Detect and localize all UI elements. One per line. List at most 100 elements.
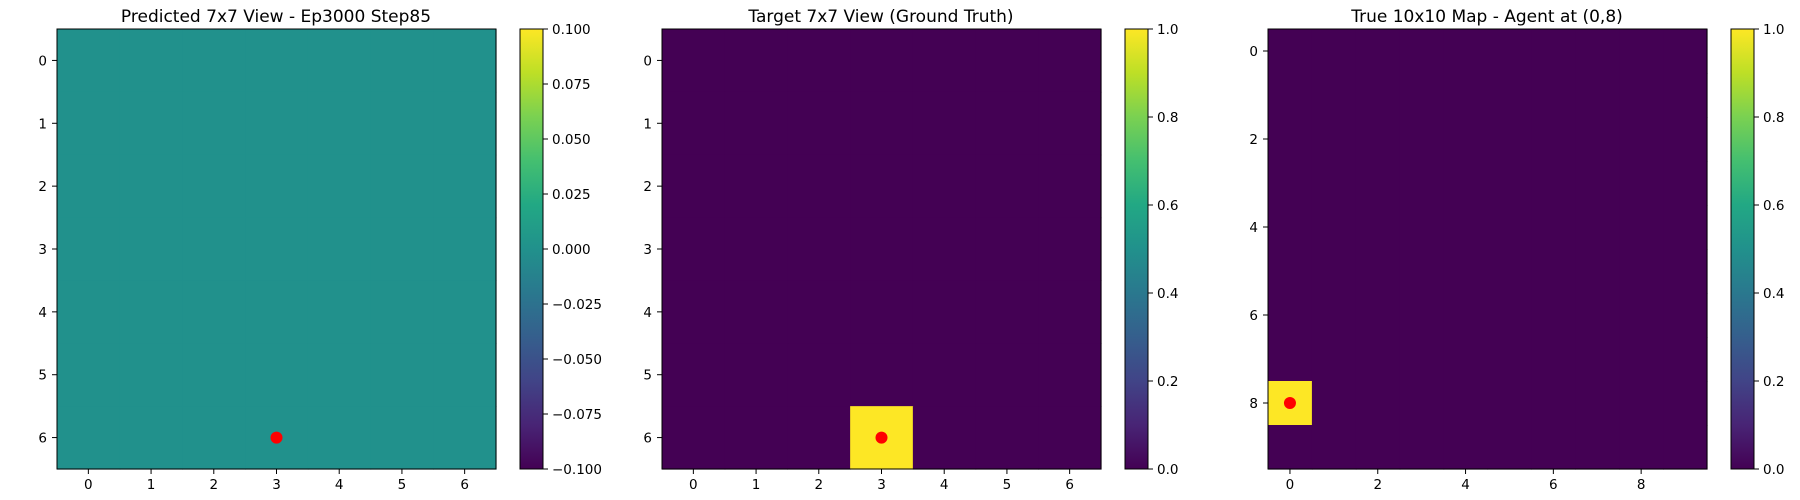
heatmap-cell [1311, 205, 1357, 250]
y-tick-label: 2 [643, 179, 652, 195]
heatmap-cell [724, 217, 789, 282]
heatmap-cell [724, 29, 789, 93]
heatmap-cell [1038, 343, 1102, 407]
heatmap-cell [1531, 161, 1576, 206]
heatmap-cell [1355, 161, 1401, 206]
heatmap-cell [119, 91, 184, 156]
heatmap-cell [1268, 249, 1313, 294]
heatmap-cell [433, 29, 497, 93]
y-tick-label: 3 [38, 242, 47, 258]
heatmap-cell [433, 280, 497, 344]
x-tick-label: 2 [209, 477, 218, 493]
heatmap-cell [1487, 205, 1532, 250]
heatmap-cell [912, 154, 977, 219]
heatmap-cell [1355, 293, 1401, 338]
heatmap-cell [787, 406, 851, 470]
heatmap-cell [1443, 161, 1489, 206]
heatmap-cell [1399, 425, 1445, 470]
colorbar-tick-label: 1.0 [1157, 22, 1178, 38]
colorbar-tick-label: −0.050 [552, 352, 602, 368]
chart-title: True 10x10 Map - Agent at (0,8) [1350, 7, 1623, 27]
heatmap-cell [912, 406, 977, 470]
y-tick-label: 5 [38, 368, 47, 384]
y-tick-label: 2 [38, 179, 47, 195]
heatmap-cell [182, 91, 246, 156]
heatmap-cell [975, 280, 1039, 344]
heatmap-cell [1443, 337, 1489, 382]
heatmap-cell [1531, 117, 1576, 162]
heatmap-cell [975, 343, 1039, 407]
y-tick-label: 5 [643, 368, 652, 384]
heatmap-cell [307, 406, 372, 470]
colorbar-axis: 1.0 0.8 0.6 0.4 0.2 0.0 [1148, 22, 1178, 478]
x-tick-label: 5 [398, 477, 407, 493]
heatmap-cell [182, 406, 246, 470]
heatmap-cell [724, 406, 789, 470]
x-tick-label: 4 [940, 477, 949, 493]
heatmap-cell [724, 91, 789, 156]
heatmap-cell [1311, 425, 1357, 470]
heatmap-cell [1355, 117, 1401, 162]
heatmap-cell [307, 29, 372, 93]
heatmap-cell [307, 217, 372, 282]
y-tick-label: 6 [38, 431, 47, 447]
heatmap-cell [57, 343, 121, 407]
heatmap-cell [1399, 205, 1445, 250]
heatmap-cell [1443, 293, 1489, 338]
heatmap-cell [245, 217, 309, 282]
heatmap-cell [912, 280, 977, 344]
heatmap-cell [1619, 205, 1664, 250]
heatmap-cell [1038, 217, 1102, 282]
heatmap-cell [119, 343, 184, 407]
heatmap-cell [433, 217, 497, 282]
y-axis: 0 2 4 6 8 [1249, 44, 1268, 412]
heatmap-cells [1268, 29, 1708, 470]
heatmap-cell [662, 217, 726, 282]
colorbar-tick-label: 0.025 [552, 187, 591, 203]
y-tick-label: 6 [643, 431, 652, 447]
heatmap-cell [662, 29, 726, 93]
colorbar-tick-label: 0.050 [552, 132, 591, 148]
heatmap-cell [1663, 205, 1708, 250]
heatmap-cell [850, 280, 914, 344]
heatmap-cell [1531, 73, 1576, 118]
panel-target: Target 7x7 View (Ground Truth) 0 1 2 3 4 5 6 0… [643, 7, 1178, 493]
heatmap-cell [1399, 293, 1445, 338]
heatmap-cell [182, 343, 246, 407]
chart-title: Predicted 7x7 View - Ep3000 Step85 [121, 7, 431, 27]
colorbar-tick-label: 0.0 [1763, 462, 1784, 478]
heatmap-cell [1268, 29, 1313, 74]
heatmap-cell [1531, 425, 1576, 470]
heatmap-cell [912, 343, 977, 407]
heatmap-cell [1663, 337, 1708, 382]
heatmap-cell [1487, 73, 1532, 118]
heatmap-cell [370, 280, 434, 344]
heatmap-cell [1355, 337, 1401, 382]
colorbar [1124, 28, 1149, 470]
heatmap-cell [1575, 29, 1620, 74]
heatmap-cell [1355, 381, 1401, 426]
x-tick-label: 3 [272, 477, 281, 493]
heatmap-cell [370, 406, 434, 470]
heatmap-cell [1268, 205, 1313, 250]
colorbar-tick-label: 0.2 [1763, 374, 1784, 390]
heatmap-cell [433, 406, 497, 470]
heatmap-cell [1487, 381, 1532, 426]
heatmap-cell [1038, 280, 1102, 344]
heatmap-cell [1619, 249, 1664, 294]
heatmap-cell [57, 91, 121, 156]
heatmap-cell [850, 91, 914, 156]
heatmap-cell [1311, 337, 1357, 382]
agent-marker-group [270, 431, 283, 444]
heatmap-cell [1311, 249, 1357, 294]
heatmap-cell [1355, 425, 1401, 470]
heatmap-cell [1311, 29, 1357, 74]
heatmap-cell [245, 91, 309, 156]
heatmap-cell [1443, 381, 1489, 426]
heatmap-cell [1038, 29, 1102, 93]
colorbar-tick-label: 1.0 [1763, 22, 1784, 38]
heatmap-cell [1487, 249, 1532, 294]
heatmap-cell [1443, 249, 1489, 294]
heatmap-cell [1311, 73, 1357, 118]
